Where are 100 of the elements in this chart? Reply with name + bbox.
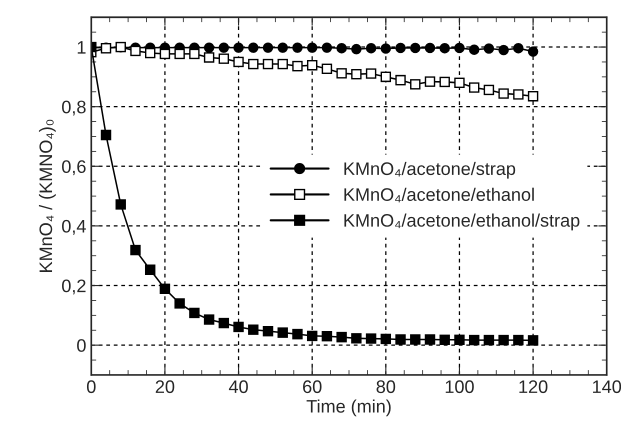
point [189, 308, 200, 318]
point [248, 58, 258, 70]
point [116, 199, 126, 210]
point [395, 42, 406, 54]
point [278, 42, 288, 53]
point [380, 43, 392, 54]
point [454, 42, 465, 54]
point [410, 334, 420, 345]
point [160, 48, 170, 60]
point [130, 46, 141, 56]
point [218, 318, 230, 328]
point [174, 298, 185, 309]
point [424, 334, 436, 345]
point [336, 68, 347, 78]
point [484, 334, 494, 346]
point [160, 284, 170, 294]
point [233, 322, 244, 332]
point [306, 42, 318, 53]
point [380, 72, 392, 82]
point [262, 58, 274, 70]
point [218, 53, 230, 64]
point [484, 84, 494, 96]
x-tick-label: 20 [156, 380, 174, 394]
point [410, 79, 420, 90]
point [528, 46, 538, 57]
point [322, 42, 332, 53]
point [204, 42, 214, 53]
point [278, 327, 288, 338]
y-tick-label: 1 [78, 41, 86, 54]
point [454, 334, 465, 345]
point [306, 330, 318, 342]
point [410, 42, 420, 54]
legend-label: KMnO₄/acetone/ethanol [344, 188, 534, 202]
point [440, 334, 450, 345]
point [144, 48, 156, 58]
point [292, 42, 303, 53]
point [322, 331, 332, 342]
point [262, 42, 274, 53]
point [262, 326, 274, 336]
y-tick-label: 0,6 [62, 160, 86, 176]
point [498, 334, 509, 346]
point [336, 332, 347, 342]
point [174, 48, 185, 60]
point [100, 130, 112, 140]
point [351, 333, 362, 344]
point [513, 89, 524, 100]
point [322, 64, 332, 74]
point [292, 60, 303, 72]
point [351, 44, 362, 54]
y-tick-label: 0,4 [62, 220, 86, 235]
point [366, 68, 376, 79]
point [513, 334, 524, 346]
x-tick-label: 0 [86, 380, 96, 394]
point [528, 91, 538, 102]
point [278, 58, 288, 70]
point [366, 43, 376, 54]
point [144, 264, 156, 275]
point [130, 244, 141, 256]
point [395, 74, 406, 86]
point [440, 76, 450, 88]
point [484, 43, 494, 54]
point [454, 78, 465, 88]
x-tick-label: 140 [593, 380, 621, 394]
point [336, 43, 347, 54]
x-axis-title: Time (min) [306, 399, 391, 416]
point [528, 335, 538, 346]
legend-label: KMnO₄/acetone/strap [344, 162, 516, 179]
point [233, 42, 244, 53]
point [513, 43, 524, 54]
point [380, 334, 392, 344]
x-tick-label: 120 [519, 380, 548, 394]
point [366, 333, 376, 344]
point [204, 52, 214, 63]
point [248, 42, 258, 53]
point [498, 88, 509, 99]
y-tick-label: 0,2 [62, 279, 86, 294]
point [424, 76, 436, 87]
x-tick-label: 60 [303, 380, 322, 394]
point [468, 334, 480, 346]
point [233, 56, 244, 68]
point [248, 324, 258, 335]
point [395, 334, 406, 345]
point [440, 43, 450, 54]
x-tick-label: 80 [376, 380, 396, 394]
point [498, 44, 509, 56]
point [189, 48, 200, 60]
x-tick-label: 100 [446, 380, 474, 394]
point [204, 314, 214, 325]
point [292, 328, 303, 340]
point [351, 68, 362, 80]
point [424, 42, 436, 54]
x-tick-label: 40 [228, 380, 248, 394]
y-tick-label: 0,8 [62, 100, 86, 116]
point [218, 42, 230, 53]
legend-label: KMnO₄/acetone/ethanol/strap [344, 214, 580, 230]
y-tick-label: 0 [77, 339, 86, 352]
point [468, 82, 480, 93]
point [306, 60, 318, 70]
point [468, 44, 480, 55]
y-axis-title: KMnO₄ / (KMNO₄)₀ [38, 120, 56, 272]
